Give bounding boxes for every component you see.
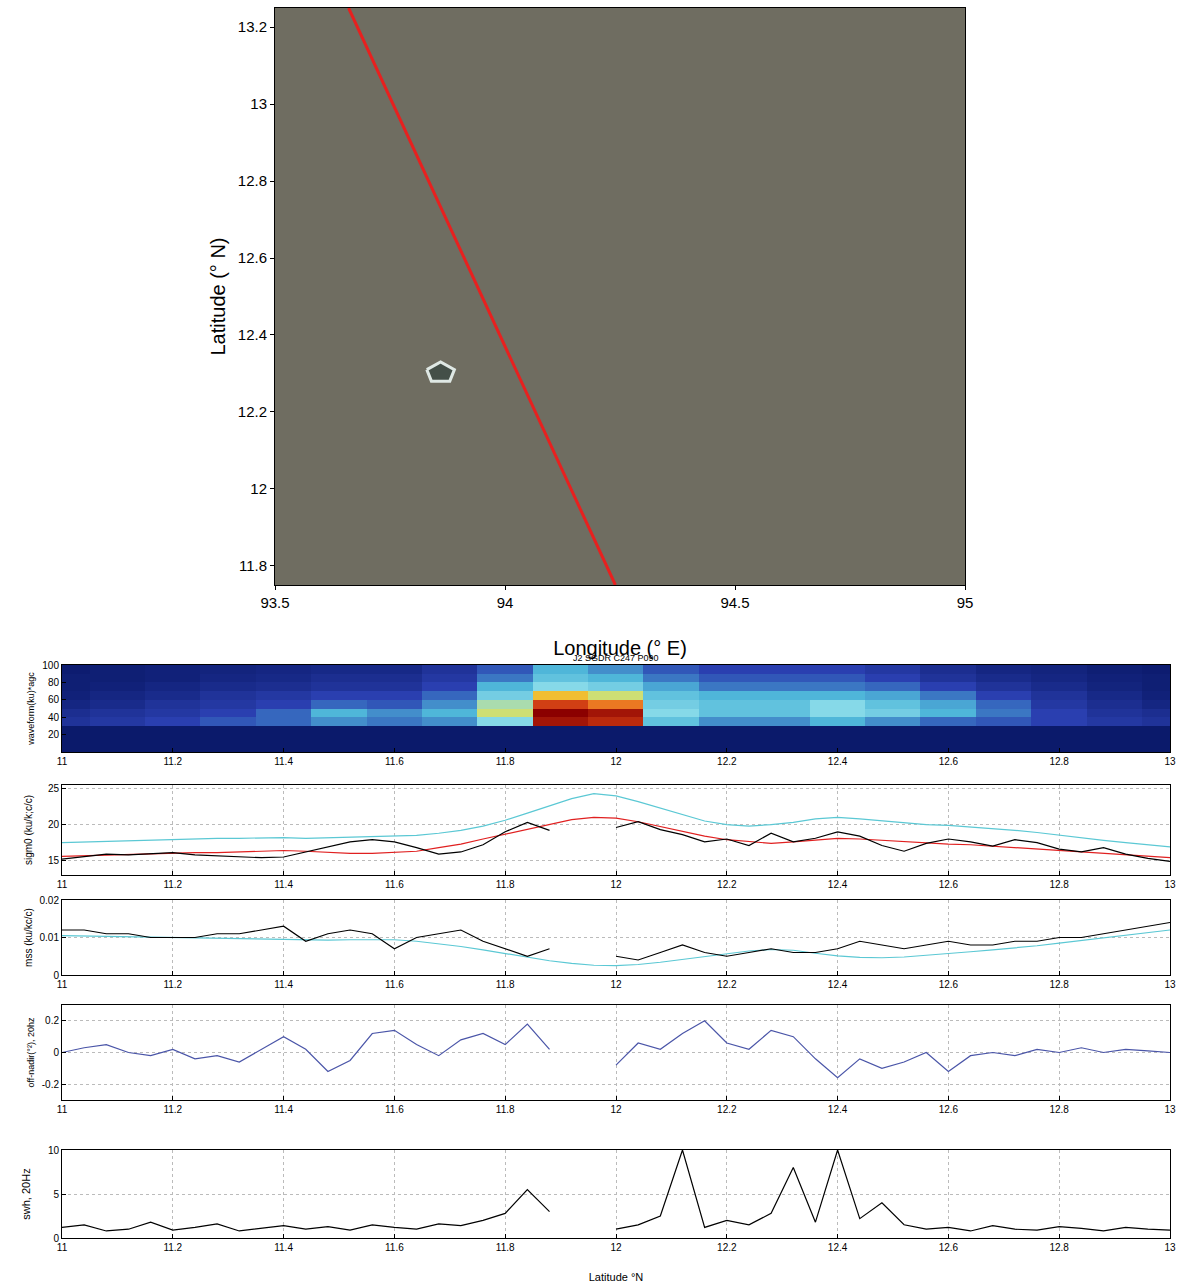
svg-text:100: 100 xyxy=(42,660,59,671)
svg-text:12.6: 12.6 xyxy=(939,756,959,767)
svg-text:11.2: 11.2 xyxy=(163,1104,182,1115)
svg-text:12.4: 12.4 xyxy=(828,1104,848,1115)
svg-text:40: 40 xyxy=(48,712,60,723)
svg-text:11.2: 11.2 xyxy=(163,979,182,990)
svg-text:20: 20 xyxy=(48,729,60,740)
svg-text:waveform(ku)*agc: waveform(ku)*agc xyxy=(26,672,36,746)
svg-text:Latitude (° N): Latitude (° N) xyxy=(207,237,229,355)
svg-text:80: 80 xyxy=(48,677,60,688)
svg-text:11.8: 11.8 xyxy=(496,1242,515,1253)
svg-text:11.8: 11.8 xyxy=(496,1104,515,1115)
svg-text:11.2: 11.2 xyxy=(163,1242,182,1253)
svg-text:10: 10 xyxy=(48,1145,60,1156)
svg-text:0.01: 0.01 xyxy=(40,932,60,943)
svg-text:12: 12 xyxy=(610,1104,622,1115)
svg-text:13.2: 13.2 xyxy=(238,18,267,35)
svg-text:11.4: 11.4 xyxy=(274,1104,293,1115)
svg-text:12.2: 12.2 xyxy=(717,756,737,767)
svg-text:12.8: 12.8 xyxy=(1049,756,1069,767)
svg-text:12.4: 12.4 xyxy=(828,1242,848,1253)
svg-text:11.4: 11.4 xyxy=(274,756,293,767)
svg-text:94: 94 xyxy=(497,594,514,611)
svg-text:5: 5 xyxy=(53,1189,59,1200)
svg-text:-0.2: -0.2 xyxy=(42,1079,60,1090)
svg-text:11.4: 11.4 xyxy=(274,1242,293,1253)
svg-text:sigm0 (ku/k;c/c): sigm0 (ku/k;c/c) xyxy=(23,795,34,865)
svg-text:13: 13 xyxy=(1164,879,1176,890)
svg-text:13: 13 xyxy=(1164,1104,1176,1115)
svg-text:15: 15 xyxy=(48,855,60,866)
svg-text:swh, 20Hz: swh, 20Hz xyxy=(20,1168,32,1219)
svg-text:mss (ku/kc/c): mss (ku/kc/c) xyxy=(23,908,34,967)
svg-text:11.4: 11.4 xyxy=(274,879,293,890)
svg-text:12: 12 xyxy=(610,879,622,890)
svg-text:J2 SGDR C247 P090: J2 SGDR C247 P090 xyxy=(573,653,659,663)
svg-text:12: 12 xyxy=(610,1242,622,1253)
svg-text:12.4: 12.4 xyxy=(828,879,848,890)
svg-text:95: 95 xyxy=(957,594,974,611)
svg-text:0.2: 0.2 xyxy=(45,1015,59,1026)
svg-text:12.8: 12.8 xyxy=(238,172,267,189)
svg-text:11.6: 11.6 xyxy=(385,1104,404,1115)
svg-text:12.4: 12.4 xyxy=(828,979,848,990)
svg-text:12.6: 12.6 xyxy=(939,1242,959,1253)
svg-text:12.2: 12.2 xyxy=(717,1242,737,1253)
svg-text:11: 11 xyxy=(57,879,68,890)
svg-text:12: 12 xyxy=(250,480,267,497)
svg-text:12.2: 12.2 xyxy=(717,979,737,990)
svg-text:60: 60 xyxy=(48,694,60,705)
svg-text:94.5: 94.5 xyxy=(720,594,749,611)
svg-text:12.2: 12.2 xyxy=(717,879,737,890)
svg-text:13: 13 xyxy=(1164,979,1176,990)
svg-text:11.6: 11.6 xyxy=(385,879,404,890)
svg-text:11.6: 11.6 xyxy=(385,1242,404,1253)
svg-text:11.8: 11.8 xyxy=(239,557,267,574)
svg-text:11.8: 11.8 xyxy=(496,979,515,990)
svg-text:11.2: 11.2 xyxy=(163,879,182,890)
svg-text:11: 11 xyxy=(57,1242,68,1253)
svg-text:12.6: 12.6 xyxy=(238,249,267,266)
svg-text:0: 0 xyxy=(53,1047,59,1058)
svg-text:12.6: 12.6 xyxy=(939,879,959,890)
svg-text:20: 20 xyxy=(48,819,60,830)
svg-text:12.8: 12.8 xyxy=(1049,879,1069,890)
svg-text:0.02: 0.02 xyxy=(40,895,60,906)
svg-text:11: 11 xyxy=(57,756,68,767)
svg-text:25: 25 xyxy=(48,783,60,794)
svg-text:11.6: 11.6 xyxy=(385,979,404,990)
svg-text:11: 11 xyxy=(57,979,68,990)
svg-text:11: 11 xyxy=(57,1104,68,1115)
svg-text:13: 13 xyxy=(1164,756,1176,767)
svg-text:12.8: 12.8 xyxy=(1049,1242,1069,1253)
svg-text:12.6: 12.6 xyxy=(939,1104,959,1115)
svg-text:11.6: 11.6 xyxy=(385,756,404,767)
svg-text:12: 12 xyxy=(610,756,622,767)
svg-text:11.8: 11.8 xyxy=(496,879,515,890)
svg-text:13: 13 xyxy=(250,95,267,112)
svg-text:12.2: 12.2 xyxy=(717,1104,737,1115)
svg-text:off-nadir(°²), 20hz: off-nadir(°²), 20hz xyxy=(26,1017,36,1087)
svg-text:12: 12 xyxy=(610,979,622,990)
svg-text:12.6: 12.6 xyxy=(939,979,959,990)
svg-text:Longitude (° E): Longitude (° E) xyxy=(553,637,687,659)
svg-text:12.8: 12.8 xyxy=(1049,1104,1069,1115)
svg-text:0: 0 xyxy=(53,970,59,981)
svg-text:Latitude °N: Latitude °N xyxy=(589,1271,644,1283)
svg-text:12.4: 12.4 xyxy=(238,326,267,343)
svg-text:12.4: 12.4 xyxy=(828,756,848,767)
svg-text:12.2: 12.2 xyxy=(238,403,267,420)
svg-text:11.8: 11.8 xyxy=(496,756,515,767)
svg-text:0: 0 xyxy=(53,1233,59,1244)
svg-text:93.5: 93.5 xyxy=(260,594,289,611)
svg-text:11.4: 11.4 xyxy=(274,979,293,990)
svg-text:11.2: 11.2 xyxy=(163,756,182,767)
svg-text:13: 13 xyxy=(1164,1242,1176,1253)
svg-text:12.8: 12.8 xyxy=(1049,979,1069,990)
